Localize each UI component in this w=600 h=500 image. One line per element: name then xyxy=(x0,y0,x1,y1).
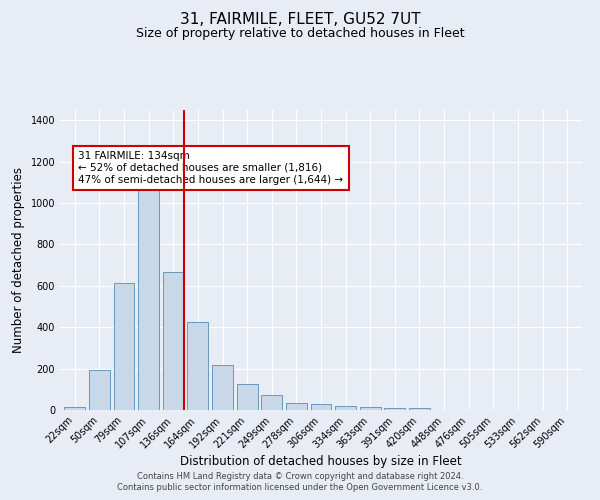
Bar xyxy=(187,322,208,410)
Bar xyxy=(335,406,356,410)
Text: 31 FAIRMILE: 134sqm
← 52% of detached houses are smaller (1,816)
47% of semi-det: 31 FAIRMILE: 134sqm ← 52% of detached ho… xyxy=(79,152,344,184)
Text: Contains public sector information licensed under the Open Government Licence v3: Contains public sector information licen… xyxy=(118,484,482,492)
Bar xyxy=(64,407,85,410)
Bar xyxy=(360,407,381,410)
Bar xyxy=(385,408,406,410)
Bar xyxy=(409,408,430,410)
Bar xyxy=(113,284,134,410)
Text: Contains HM Land Registry data © Crown copyright and database right 2024.: Contains HM Land Registry data © Crown c… xyxy=(137,472,463,481)
Bar xyxy=(261,395,282,410)
Bar xyxy=(286,403,307,410)
Bar xyxy=(89,370,110,410)
Bar xyxy=(236,384,257,410)
Text: 31, FAIRMILE, FLEET, GU52 7UT: 31, FAIRMILE, FLEET, GU52 7UT xyxy=(179,12,421,28)
Bar xyxy=(138,180,159,410)
Text: Size of property relative to detached houses in Fleet: Size of property relative to detached ho… xyxy=(136,28,464,40)
Y-axis label: Number of detached properties: Number of detached properties xyxy=(12,167,25,353)
Bar xyxy=(163,272,184,410)
Bar xyxy=(212,365,233,410)
X-axis label: Distribution of detached houses by size in Fleet: Distribution of detached houses by size … xyxy=(180,456,462,468)
Bar xyxy=(311,404,331,410)
